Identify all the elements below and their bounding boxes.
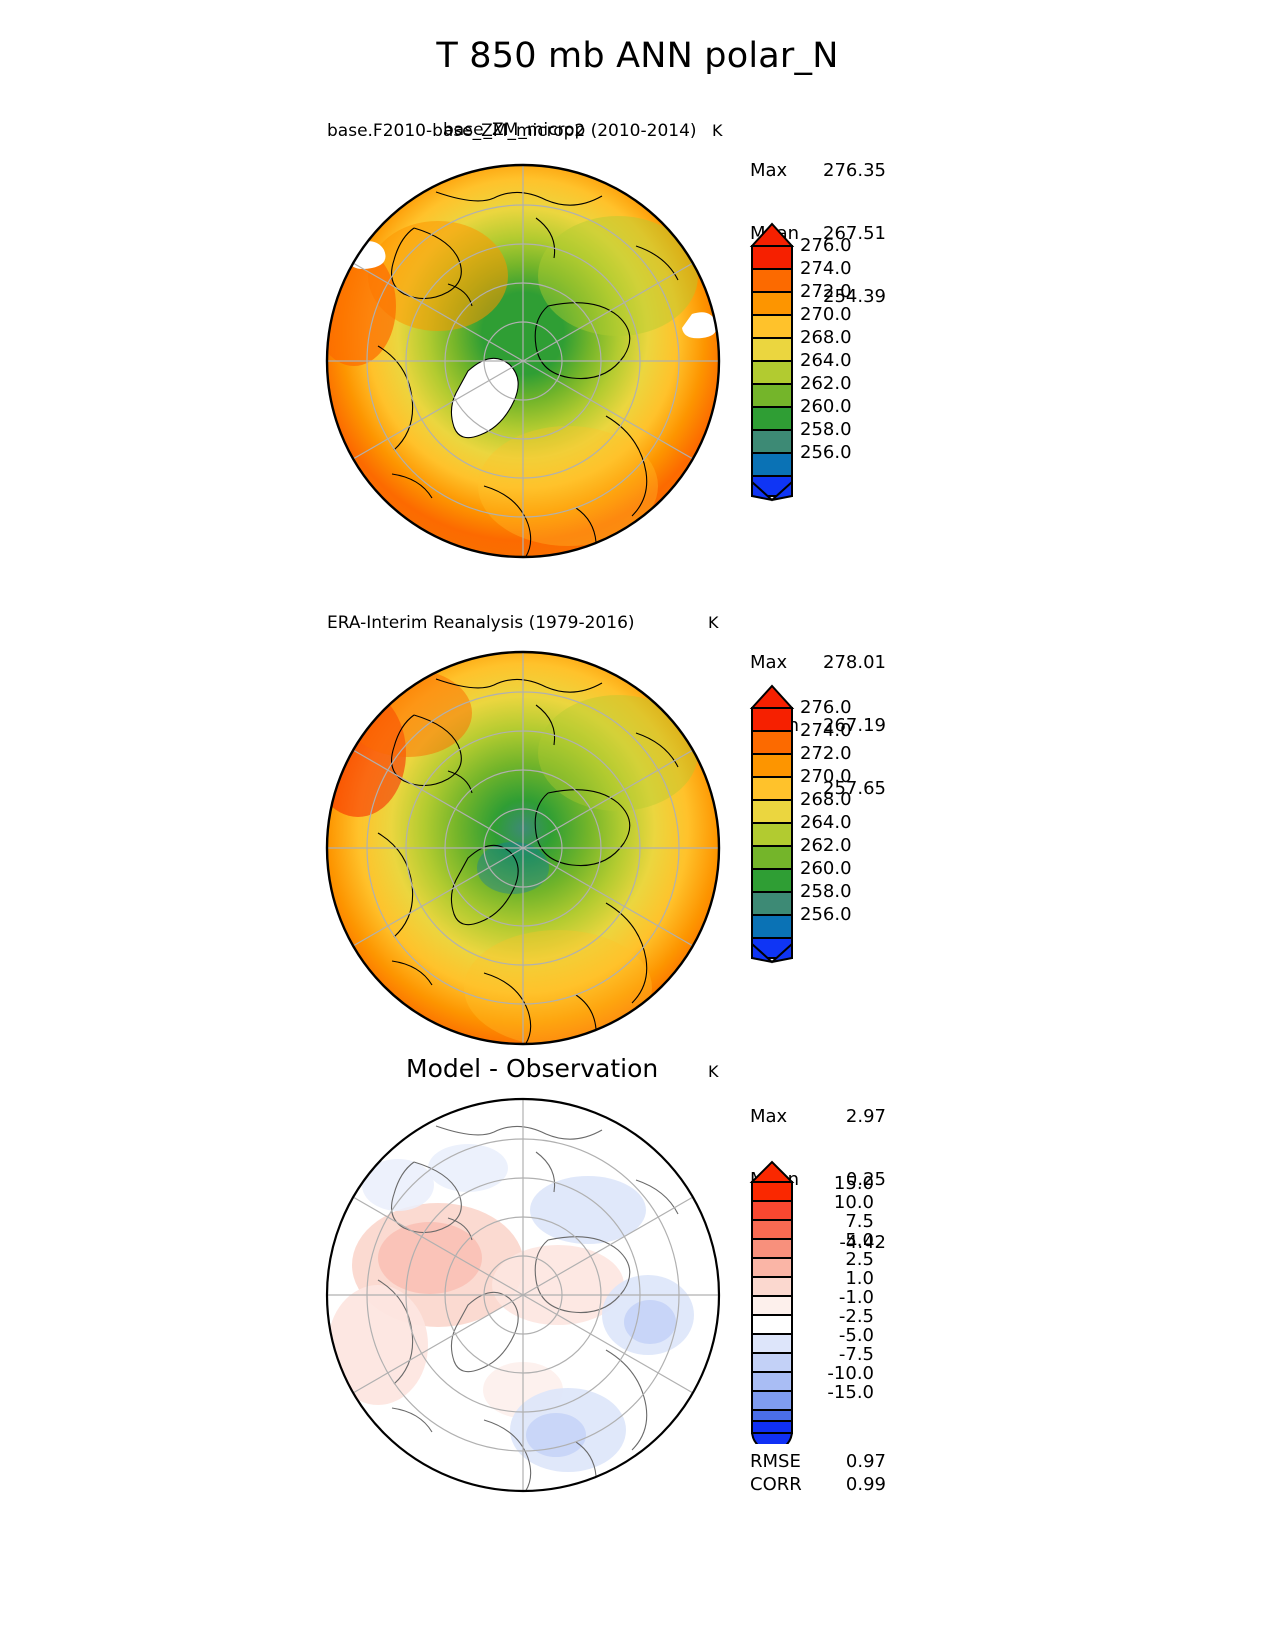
panel-model: base.F2010-base_ZM_microp2 (2010-2014) b…	[0, 118, 1275, 559]
tick-label: 272.0	[800, 743, 852, 764]
polar-map-observation	[318, 643, 728, 1057]
stat-value: 257.65	[823, 778, 886, 799]
globe-outline-model	[325, 163, 721, 559]
tick-label: 272.0	[800, 281, 852, 302]
stat-value: 278.01	[823, 652, 886, 673]
colorbar-observation-segments	[749, 684, 795, 964]
tick-label: 268.0	[800, 327, 852, 348]
stat-value: 2.97	[845, 1106, 886, 1127]
graticule-difference	[327, 1099, 719, 1491]
rmse-label: RMSE	[750, 1451, 801, 1472]
panel-observation-header: ERA-Interim Reanalysis (1979-2016) K Max…	[0, 608, 1275, 799]
tick-label: 270.0	[800, 766, 852, 787]
polar-map-observation-svg	[325, 650, 721, 1046]
stat-label: Max	[750, 160, 788, 181]
panel-difference-units: K	[708, 1062, 719, 1081]
colorbar-observation-svg	[749, 684, 795, 964]
tick-label: 262.0	[800, 373, 852, 394]
tick-label: -2.5	[838, 1306, 874, 1327]
tick-label: 10.0	[833, 1192, 874, 1213]
tick-label: 260.0	[800, 396, 852, 417]
stat-label: Max	[750, 1106, 788, 1127]
stat-value: 276.35	[823, 160, 886, 181]
tick-label: 258.0	[800, 419, 852, 440]
tick-label: 270.0	[800, 304, 852, 325]
tick-label: 274.0	[800, 720, 852, 741]
tick-label: -15.0	[827, 1382, 874, 1403]
tick-label: 5.0	[845, 1230, 874, 1251]
tick-label: 2.5	[845, 1249, 874, 1270]
panel-model-header: base.F2010-base_ZM_microp2 (2010-2014) b…	[0, 118, 1275, 307]
tick-label: 264.0	[800, 350, 852, 371]
tick-label: 258.0	[800, 881, 852, 902]
polar-map-difference-svg	[325, 1097, 721, 1493]
colorbar-difference-segments	[749, 1160, 795, 1452]
panel-observation-title: ERA-Interim Reanalysis (1979-2016)	[327, 613, 635, 633]
globe-outline-observation	[325, 650, 721, 1046]
tick-label: 264.0	[800, 812, 852, 833]
colorbar-difference	[748, 1158, 796, 1452]
stat-row: Max 276.35	[750, 160, 886, 181]
tick-label: 262.0	[800, 835, 852, 856]
tick-label: -10.0	[827, 1363, 874, 1384]
corr-value: 0.99	[845, 1474, 886, 1495]
corr-row: CORR 0.99	[750, 1473, 886, 1496]
panel-difference-title: Model - Observation	[406, 1054, 659, 1083]
tick-label: 256.0	[800, 442, 852, 463]
colorbar-model-segments	[749, 222, 795, 502]
tick-label: -1.0	[838, 1287, 874, 1308]
stat-row: Max 2.97	[750, 1106, 886, 1127]
tick-label: -7.5	[838, 1344, 874, 1365]
coastlines-difference	[377, 1125, 679, 1491]
tick-label: 1.0	[845, 1268, 874, 1289]
polar-map-difference	[318, 1090, 728, 1504]
tick-label: 276.0	[800, 235, 852, 256]
corr-label: CORR	[750, 1474, 802, 1495]
stat-value: 0.25	[845, 1169, 886, 1190]
stat-value: 267.51	[823, 223, 886, 244]
rmse-value: 0.97	[845, 1451, 886, 1472]
footer-statistics: RMSE 0.97 CORR 0.99	[750, 1450, 886, 1496]
tick-label: 274.0	[800, 258, 852, 279]
graticule-observation	[327, 652, 719, 1044]
colorbar-difference-svg	[749, 1160, 795, 1452]
tick-label: 7.5	[845, 1211, 874, 1232]
stat-value: 267.19	[823, 715, 886, 736]
polar-map-model-svg	[325, 163, 721, 559]
page-title: T 850 mb ANN polar_N	[436, 36, 839, 76]
tick-label: 276.0	[800, 697, 852, 718]
globe-outline-difference	[325, 1097, 721, 1493]
colorbar-model-svg	[749, 222, 795, 502]
graticule-model	[327, 165, 719, 557]
stat-value: -4.42	[839, 1232, 886, 1253]
panel-model-title-case: base.F2010-base_ZM_microp2 (2010-2014)	[327, 121, 697, 141]
stat-value: 254.39	[823, 286, 886, 307]
panel-model-units: K	[712, 121, 723, 140]
panel-observation: ERA-Interim Reanalysis (1979-2016) K Max…	[0, 608, 1275, 1046]
stat-label: Max	[750, 652, 788, 673]
tick-label: 256.0	[800, 904, 852, 925]
colorbar-observation	[748, 682, 796, 970]
tick-label: -5.0	[838, 1325, 874, 1346]
panel-model-title-short: base_ZM_microp	[443, 120, 586, 140]
rmse-row: RMSE 0.97	[750, 1450, 886, 1473]
colorbar-model	[748, 220, 796, 508]
contour-fill-difference	[327, 1099, 719, 1491]
panel-observation-units: K	[708, 613, 719, 632]
polar-map-model	[318, 156, 728, 570]
tick-label: 260.0	[800, 858, 852, 879]
coastlines-observation	[377, 678, 679, 1044]
contour-fill-observation	[327, 652, 719, 1044]
stat-row: Max 278.01	[750, 652, 886, 673]
tick-label: 15.0	[833, 1173, 874, 1194]
tick-label: 268.0	[800, 789, 852, 810]
